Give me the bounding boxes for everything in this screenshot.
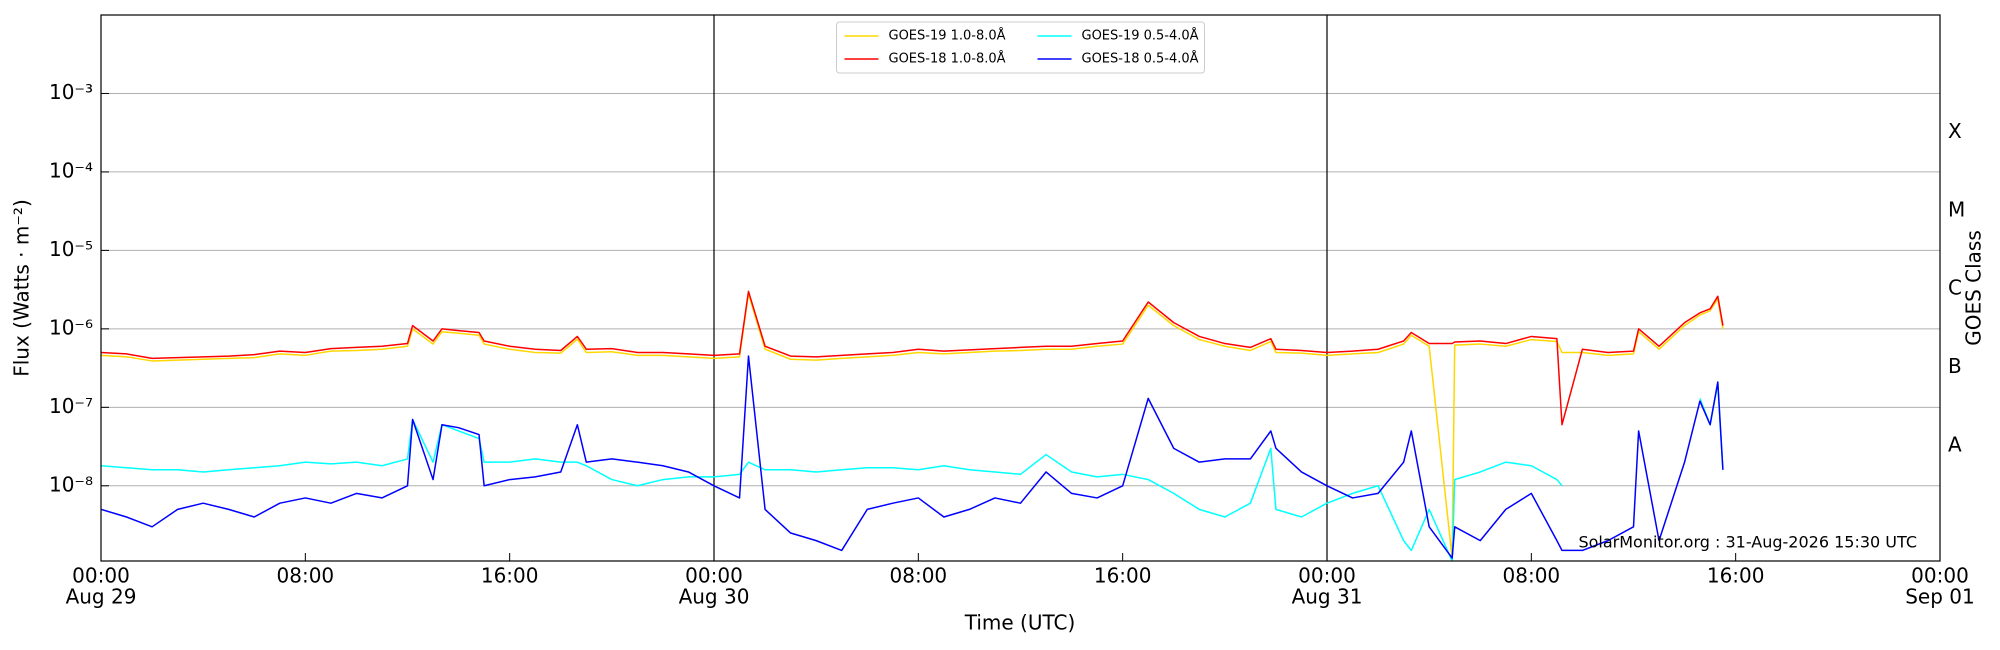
y-axis-label: Flux (Watts · m⁻²) [10,199,34,377]
y-tick-label: 10⁻⁷ [49,394,93,418]
y-tick-label: 10⁻⁶ [49,315,93,339]
annotation: SolarMonitor.org : 31-Aug-2026 15:30 UTC [1578,533,1917,552]
y2-tick-label: B [1948,354,1962,378]
x-tick-label: 08:00 [890,564,948,588]
x-tick-label: 00:00 [685,564,743,588]
x-axis-label: Time (UTC) [964,611,1076,635]
y-tick-label: 10⁻⁵ [49,237,93,261]
x-tick-label: 16:00 [1094,564,1152,588]
x-tick-date: Aug 29 [66,585,137,609]
legend-label: GOES-19 1.0-8.0Å [889,28,1006,44]
x-tick-label: 00:00 [72,564,130,588]
y2-tick-label: C [1948,276,1962,300]
x-tick-label: 08:00 [277,564,335,588]
legend: GOES-19 1.0-8.0Å GOES-18 1.0-8.0Å GOES-19 … [836,21,1205,74]
x-tick-label: 00:00 [1911,564,1969,588]
y-tick-label: 10⁻⁴ [49,158,93,182]
legend-label: GOES-18 0.5-4.0Å [1082,51,1199,67]
plot-area [101,290,1724,561]
plot-frame [100,14,1941,562]
x-tick-label: 16:00 [1707,564,1765,588]
legend-box [836,21,1205,74]
y2-tick-label: X [1948,119,1962,143]
y-tick-label: 10⁻⁸ [49,472,93,496]
legend-label: GOES-18 1.0-8.0Å [889,51,1006,67]
x-tick-date: Aug 31 [1292,585,1363,609]
x-tick-label: 00:00 [1298,564,1356,588]
x-tick-label: 08:00 [1503,564,1561,588]
series-line [101,355,1724,559]
series-line [101,293,1724,559]
x-tick-date: Sep 01 [1905,585,1975,609]
y2-tick-label: A [1948,433,1962,457]
legend-label: GOES-19 0.5-4.0Å [1082,28,1199,44]
y-tick-label: 10⁻³ [49,80,93,104]
x-tick-date: Aug 30 [679,585,750,609]
y2-tick-label: M [1948,197,1965,221]
series-line [101,290,1724,426]
y2-axis-label: GOES Class [1962,230,1986,346]
x-tick-label: 16:00 [481,564,539,588]
